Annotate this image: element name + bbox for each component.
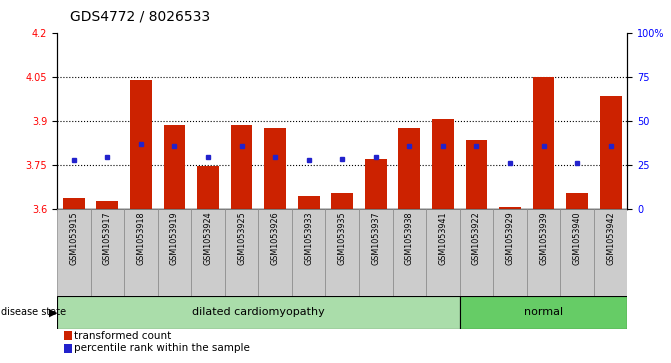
Bar (600, 96, 621, 209)
Bar (264, 128, 286, 209)
Bar (298, 196, 319, 209)
Text: GDS4772 / 8026533: GDS4772 / 8026533 (70, 9, 211, 24)
Text: GSM1053919: GSM1053919 (170, 211, 179, 265)
Bar (225, 209, 258, 296)
Bar (560, 209, 594, 296)
Text: GSM1053935: GSM1053935 (338, 211, 347, 265)
Bar (57, 209, 91, 296)
Bar (191, 209, 225, 296)
Text: GSM1053940: GSM1053940 (572, 211, 582, 265)
Bar (57, 296, 460, 329)
Bar (197, 166, 219, 209)
Bar (325, 209, 359, 296)
Bar (426, 209, 460, 296)
Bar (359, 209, 393, 296)
Text: GSM1053929: GSM1053929 (505, 211, 515, 265)
Text: GSM1053938: GSM1053938 (405, 211, 414, 265)
Text: GSM1053918: GSM1053918 (136, 211, 146, 265)
Text: GSM1053933: GSM1053933 (304, 211, 313, 265)
Bar (365, 159, 386, 209)
Bar (158, 209, 191, 296)
Bar (91, 209, 124, 296)
Text: GSM1053922: GSM1053922 (472, 211, 481, 265)
Text: normal: normal (524, 307, 563, 317)
Bar (393, 209, 426, 296)
Text: ▶: ▶ (49, 307, 58, 317)
Bar (460, 296, 627, 329)
Text: GSM1053942: GSM1053942 (606, 211, 615, 265)
Bar (493, 209, 527, 296)
Text: dilated cardiomyopathy: dilated cardiomyopathy (192, 307, 325, 317)
Bar (331, 193, 353, 209)
Bar (466, 140, 487, 209)
Bar (499, 207, 521, 209)
Text: GSM1053917: GSM1053917 (103, 211, 112, 265)
Bar (124, 209, 158, 296)
Bar (292, 209, 325, 296)
Bar (164, 125, 185, 209)
Text: disease state: disease state (1, 307, 66, 317)
Bar (533, 77, 554, 209)
Bar (130, 79, 152, 209)
Bar (399, 128, 420, 209)
Text: GSM1053939: GSM1053939 (539, 211, 548, 265)
Text: GSM1053915: GSM1053915 (69, 211, 79, 265)
Bar (97, 201, 118, 209)
Bar (460, 209, 493, 296)
Bar (594, 209, 627, 296)
Text: GSM1053925: GSM1053925 (237, 211, 246, 265)
Bar (258, 209, 292, 296)
Text: GSM1053926: GSM1053926 (270, 211, 280, 265)
Bar (231, 125, 252, 209)
Text: percentile rank within the sample: percentile rank within the sample (74, 343, 250, 354)
Bar (527, 209, 560, 296)
Text: GSM1053937: GSM1053937 (371, 211, 380, 265)
Text: GSM1053941: GSM1053941 (438, 211, 448, 265)
Bar (566, 193, 588, 209)
Bar (432, 119, 454, 209)
Bar (63, 199, 85, 209)
Text: transformed count: transformed count (74, 331, 172, 341)
Text: GSM1053924: GSM1053924 (203, 211, 213, 265)
